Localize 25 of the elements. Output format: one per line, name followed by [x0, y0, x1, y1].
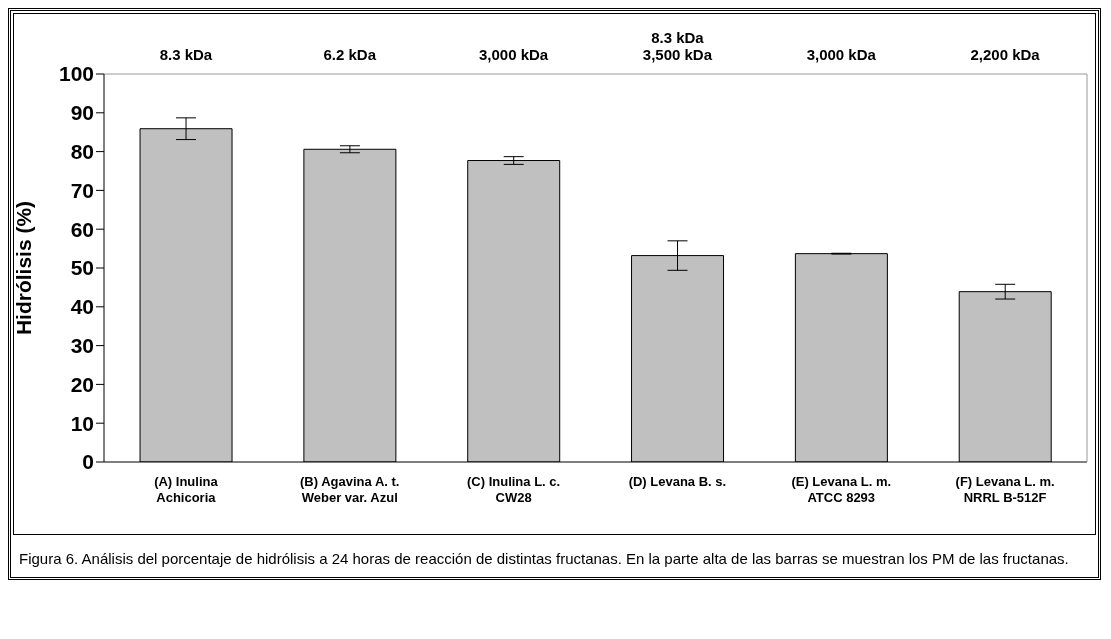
y-tick-label: 80	[70, 140, 94, 164]
text: 2,200 kDa	[970, 46, 1041, 63]
y-tick-label: 40	[70, 295, 94, 319]
text: 8.3 kDa 3,500 kDa	[642, 29, 713, 63]
x-tick-label: (D) Levana B. s.	[628, 474, 727, 489]
text: 3,000 kDa	[478, 46, 549, 63]
y-axis-title: Hidrólisis (%)	[12, 200, 36, 336]
x-tick-label: (B) Agavina A. t. Weber var. Azul	[300, 474, 400, 505]
y-tick-label: 100	[58, 62, 94, 86]
y-tick-label: 30	[70, 334, 94, 358]
y-tick-label: 10	[70, 411, 94, 435]
y-tick-label: 0	[82, 450, 94, 474]
y-tick-label: 70	[70, 178, 94, 202]
text: 3,000 kDa	[806, 46, 877, 63]
x-tick-label: (A) Inulina Achicoria	[154, 474, 219, 505]
x-tick-label: (F) Levana L. m. NRRL B-512F	[955, 474, 1055, 505]
y-tick-label: 50	[70, 256, 94, 280]
text: 8.3 kDa	[159, 46, 213, 63]
text: 6.2 kDa	[323, 46, 377, 63]
text: Figura 6. Análisis del porcentaje de hidrólisis a 24 horas de reacción de distintas fructanas. En la parte alta de las barras se muestran los PM de las fructanas.	[18, 549, 1070, 569]
y-tick-label: 60	[70, 217, 94, 241]
y-tick-label: 90	[70, 101, 94, 125]
x-tick-label: (C) Inulina L. c. CW28	[467, 474, 561, 505]
x-tick-label: (E) Levana L. m. ATCC 8293	[791, 474, 892, 505]
y-tick-label: 20	[70, 372, 94, 396]
